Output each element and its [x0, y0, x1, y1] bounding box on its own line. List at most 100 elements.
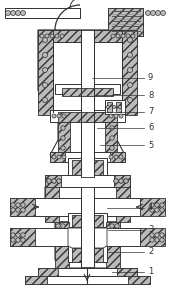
Bar [38, 30, 137, 42]
Circle shape [57, 179, 61, 183]
Circle shape [11, 233, 15, 237]
Bar [122, 30, 137, 115]
Bar [106, 222, 120, 268]
Circle shape [150, 233, 154, 237]
Bar [114, 175, 130, 187]
Circle shape [62, 155, 66, 159]
Polygon shape [68, 228, 107, 248]
Bar [25, 276, 47, 284]
Bar [38, 30, 53, 115]
Circle shape [131, 34, 135, 38]
Circle shape [62, 114, 66, 118]
Bar [55, 84, 120, 94]
Circle shape [121, 34, 125, 38]
Text: 9: 9 [148, 74, 153, 82]
Circle shape [127, 68, 133, 72]
Circle shape [114, 155, 118, 159]
Circle shape [127, 82, 133, 87]
Circle shape [11, 208, 15, 212]
Bar [68, 158, 107, 175]
Circle shape [21, 233, 25, 237]
Bar [110, 152, 125, 162]
Circle shape [52, 155, 56, 159]
Bar [81, 187, 94, 267]
Circle shape [61, 136, 65, 140]
Circle shape [155, 203, 159, 207]
Circle shape [21, 238, 25, 242]
Bar [45, 175, 61, 187]
Circle shape [61, 126, 65, 130]
Circle shape [42, 68, 48, 72]
Circle shape [5, 11, 11, 15]
Circle shape [160, 238, 164, 242]
Bar [38, 268, 137, 276]
Text: 8: 8 [148, 91, 153, 99]
Text: 4: 4 [148, 203, 153, 213]
Circle shape [16, 233, 20, 237]
Bar [10, 228, 35, 246]
Bar [105, 122, 117, 155]
Polygon shape [50, 122, 125, 155]
Circle shape [42, 82, 48, 87]
Circle shape [150, 208, 154, 212]
Circle shape [109, 114, 113, 118]
Circle shape [112, 105, 115, 109]
Circle shape [16, 208, 20, 212]
Bar [5, 8, 80, 18]
Text: 2: 2 [148, 247, 153, 256]
Circle shape [126, 34, 130, 38]
Circle shape [56, 224, 60, 228]
Text: 6: 6 [148, 123, 153, 133]
Bar [117, 268, 137, 276]
Circle shape [155, 233, 159, 237]
Circle shape [16, 238, 20, 242]
Bar [107, 102, 112, 112]
Text: 5: 5 [148, 141, 153, 150]
Bar [81, 30, 94, 125]
Circle shape [114, 114, 118, 118]
Bar [55, 222, 69, 268]
Bar [25, 276, 150, 284]
Circle shape [20, 11, 26, 15]
Circle shape [111, 34, 115, 38]
Bar [68, 246, 107, 262]
Circle shape [110, 224, 114, 228]
Bar [140, 228, 165, 246]
Text: 7: 7 [148, 107, 153, 117]
Bar [68, 213, 107, 227]
Bar [116, 102, 121, 112]
Circle shape [47, 179, 51, 183]
Circle shape [21, 208, 25, 212]
Circle shape [52, 179, 56, 183]
Circle shape [55, 34, 59, 38]
Bar [58, 112, 117, 122]
Bar [116, 187, 130, 222]
Circle shape [150, 11, 156, 15]
Circle shape [15, 11, 20, 15]
Circle shape [114, 179, 118, 183]
Circle shape [156, 11, 161, 15]
Bar [105, 100, 125, 114]
Circle shape [52, 114, 56, 118]
Circle shape [160, 233, 164, 237]
Circle shape [110, 146, 114, 150]
Circle shape [150, 203, 154, 207]
Circle shape [160, 208, 164, 212]
Bar [10, 198, 35, 216]
Bar [108, 8, 143, 36]
Circle shape [106, 105, 109, 109]
Bar [45, 175, 130, 187]
Circle shape [127, 97, 133, 103]
Circle shape [119, 179, 123, 183]
Circle shape [119, 179, 123, 183]
Circle shape [124, 179, 128, 183]
Circle shape [115, 224, 119, 228]
Circle shape [61, 224, 65, 228]
Circle shape [150, 238, 154, 242]
Circle shape [47, 179, 51, 183]
Circle shape [52, 179, 56, 183]
Circle shape [155, 238, 159, 242]
Circle shape [127, 52, 133, 58]
Circle shape [161, 11, 165, 15]
Polygon shape [55, 222, 120, 268]
